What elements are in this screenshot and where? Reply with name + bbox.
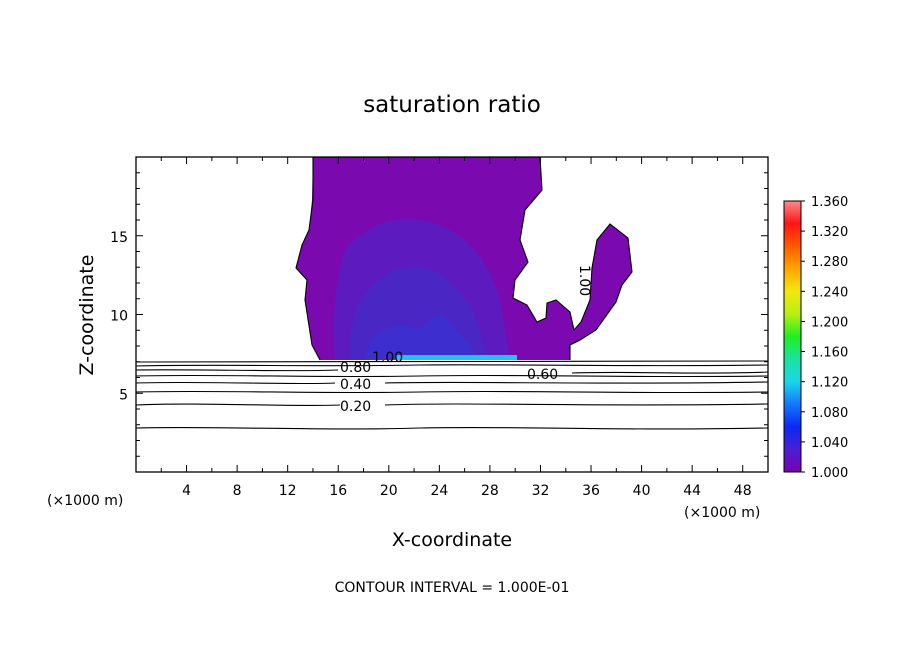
x-tick-label: 20 <box>380 483 398 499</box>
colorbar-tick-label: 1.240 <box>811 285 848 300</box>
x-tick-label: 48 <box>734 483 752 499</box>
colorbar-frame <box>783 200 802 473</box>
colorbar-tick-label: 1.320 <box>811 225 848 240</box>
x-tick-label: 32 <box>532 483 550 499</box>
colorbar-tick-label: 1.160 <box>811 346 848 361</box>
x-tick-label: 12 <box>279 483 297 499</box>
contour-label-0.40: 0.40 <box>340 377 371 393</box>
contour-line <box>384 381 769 384</box>
chart-title: saturation ratio <box>363 92 541 118</box>
contour-line <box>135 426 769 430</box>
contour-interval-note: CONTOUR INTERVAL = 1.000E-01 <box>335 580 570 596</box>
contour-labels: 0.20 0.40 0.60 0.80 1.00 1.00 <box>340 265 592 415</box>
contour-label-1.00: 1.00 <box>372 350 403 366</box>
colorbar-tick-label: 1.120 <box>811 376 848 391</box>
colorbar-tick-label: 1.080 <box>811 406 848 421</box>
x-tick-label: 8 <box>233 483 242 499</box>
plume-cyan-band <box>395 355 517 360</box>
colorbar-tick-label: 1.280 <box>811 255 848 270</box>
contour-line <box>135 374 769 378</box>
colorbar-tick-label: 1.360 <box>811 195 848 210</box>
colorbar-gradient <box>784 201 801 472</box>
contour-line <box>571 371 769 374</box>
contour-lines <box>135 156 769 430</box>
x-unit-label-left: (×1000 m) <box>47 493 123 509</box>
x-axis: 4 8 12 16 20 24 28 32 36 40 44 48 <box>160 157 752 499</box>
x-axis-label: X-coordinate <box>392 529 512 551</box>
plume-core-region <box>365 315 478 360</box>
y-axis-label: Z-coordinate <box>76 255 98 376</box>
contour-line <box>135 381 336 385</box>
contour-line <box>512 156 633 360</box>
contour-line <box>135 369 339 372</box>
x-tick-label: 44 <box>683 483 701 499</box>
y-tick-label: 15 <box>110 230 128 246</box>
y-tick-label: 5 <box>119 387 128 403</box>
contour-label-0.20: 0.20 <box>340 399 371 415</box>
y-axis: 5 10 15 <box>110 172 768 457</box>
plume-fill <box>296 157 632 360</box>
contour-line <box>135 390 769 394</box>
contour-line <box>135 403 341 407</box>
x-tick-label: 28 <box>481 483 499 499</box>
contour-line <box>384 403 769 406</box>
contour-label-1.00-vertical: 1.00 <box>576 265 592 296</box>
x-tick-label: 24 <box>430 483 448 499</box>
x-tick-label: 4 <box>182 483 191 499</box>
x-tick-label: 40 <box>633 483 651 499</box>
colorbar-tick-label: 1.200 <box>811 315 848 330</box>
x-tick-label: 16 <box>329 483 347 499</box>
contour-line <box>295 157 321 361</box>
colorbar: 1.360 1.320 1.280 1.240 1.200 1.160 1.120 1.080… <box>783 195 848 481</box>
contour-label-0.80: 0.80 <box>340 360 371 376</box>
y-tick-label: 10 <box>110 309 128 325</box>
contour-line <box>135 360 769 363</box>
contour-label-0.60: 0.60 <box>527 367 558 383</box>
contour-line <box>135 364 769 367</box>
x-tick-label: 36 <box>582 483 600 499</box>
colorbar-tick-label: 1.040 <box>811 436 848 451</box>
colorbar-tick-label: 1.000 <box>811 466 848 481</box>
x-unit-label-right: (×1000 m) <box>684 505 760 521</box>
